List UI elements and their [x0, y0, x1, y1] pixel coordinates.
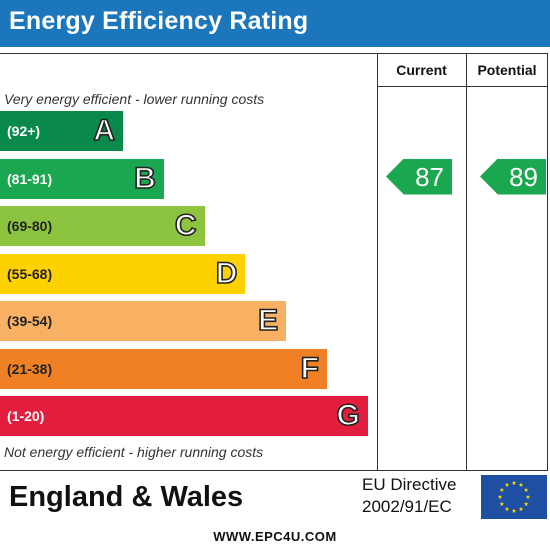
- bottom-caption: Not energy efficient - higher running co…: [4, 444, 264, 460]
- band-letter: A: [93, 113, 116, 148]
- band-range-label: (21-38): [7, 360, 53, 377]
- flag-star: [504, 506, 510, 512]
- band-a: (92+) A: [0, 111, 123, 151]
- potential-column-header: Potential: [477, 62, 537, 78]
- eu-directive-number: 2002/91/EC: [362, 497, 452, 516]
- band-e: (39-54) E: [0, 301, 287, 341]
- title-bar: Energy Efficiency Rating: [0, 0, 550, 47]
- flag-star: [518, 482, 524, 487]
- eu-directive-label: EU Directive: [362, 475, 457, 494]
- band-range-label: (1-20): [7, 408, 45, 424]
- band-letter: C: [174, 208, 197, 243]
- current-column-header: Current: [396, 62, 447, 78]
- flag-star: [497, 494, 503, 499]
- top-caption: Very energy efficient - lower running co…: [4, 91, 265, 107]
- flag-star: [499, 487, 505, 492]
- band-letter: D: [215, 256, 238, 291]
- potential-column-divider: [466, 53, 467, 471]
- current-column-divider: [377, 53, 378, 471]
- current-rating-value: 87: [415, 161, 444, 192]
- band-g: (1-20) G: [0, 396, 368, 436]
- band-letter: G: [336, 398, 361, 433]
- flag-star: [511, 480, 517, 485]
- band-b: (81-91) B: [0, 158, 164, 199]
- band-d: (55-68) D: [0, 253, 246, 294]
- band-c: (69-80) C: [0, 206, 205, 246]
- flag-star: [518, 506, 524, 512]
- flag-star: [511, 508, 517, 513]
- band-f: (21-38) F: [0, 348, 327, 389]
- band-letter: B: [133, 161, 156, 196]
- eu-flag-icon: [481, 475, 547, 519]
- flag-star: [523, 501, 529, 506]
- potential-rating-value: 89: [509, 161, 538, 192]
- flag-star: [525, 494, 531, 499]
- region-label: England & Wales: [9, 481, 244, 513]
- band-letter: F: [300, 351, 320, 386]
- header-row-divider: [377, 86, 548, 87]
- band-range-label: (81-91): [7, 170, 53, 187]
- website-url: WWW.EPC4U.COM: [213, 529, 337, 544]
- flag-star: [523, 487, 529, 492]
- band-range-label: (69-80): [7, 218, 53, 234]
- page-title: Energy Efficiency Rating: [9, 7, 309, 35]
- band-range-label: (55-68): [7, 265, 53, 282]
- band-range-label: (39-54): [7, 313, 53, 329]
- flag-star: [499, 501, 505, 506]
- flag-star: [504, 482, 510, 487]
- band-range-label: (92+): [7, 123, 41, 139]
- band-letter: E: [257, 303, 279, 338]
